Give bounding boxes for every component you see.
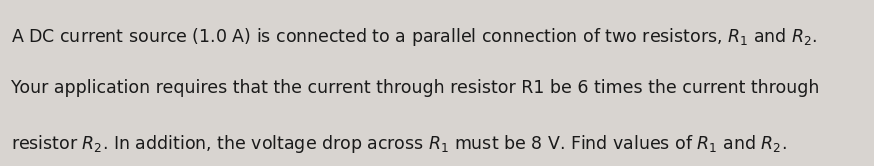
Text: A DC current source (1.0 A) is connected to a parallel connection of two resisto: A DC current source (1.0 A) is connected… <box>11 26 818 47</box>
Text: Your application requires that the current through resistor R1 be 6 times the cu: Your application requires that the curre… <box>11 79 820 97</box>
Text: resistor $R_2$. In addition, the voltage drop across $R_1$ must be 8 V. Find val: resistor $R_2$. In addition, the voltage… <box>11 133 787 155</box>
